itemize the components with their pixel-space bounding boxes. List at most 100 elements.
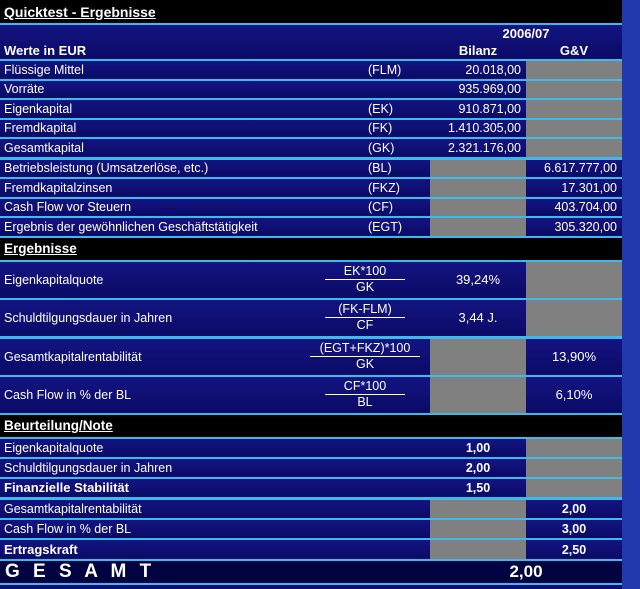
bilanz-empty-gray-cell bbox=[430, 520, 526, 539]
ratio-formula: CF*100 BL bbox=[300, 377, 430, 413]
formula-denominator: CF bbox=[356, 318, 374, 332]
row-abbreviation: (EGT) bbox=[368, 219, 403, 234]
gv-empty-gray-cell bbox=[526, 458, 622, 477]
bilanz-empty-gray-cell bbox=[430, 159, 526, 177]
note-label: Gesamtkapitalrentabilität bbox=[4, 502, 142, 517]
report-title-bar: Quicktest - Ergebnisse bbox=[0, 0, 622, 25]
gesamt-row: G E S A M T 2,00 bbox=[0, 560, 622, 585]
section-bar-ergebnisse: Ergebnisse bbox=[0, 237, 622, 262]
bilanz-empty-gray-cell bbox=[430, 500, 526, 519]
row-label: Fremdkapital bbox=[4, 121, 77, 136]
note-row: Gesamtkapitalrentabilität 2,00 bbox=[0, 500, 622, 521]
formula-numerator: CF*100 bbox=[325, 379, 405, 395]
formula-denominator: BL bbox=[357, 395, 373, 409]
row-label: Betriebsleistung (Umsatzerlöse, etc.) bbox=[4, 161, 209, 176]
ratio-formula: (EGT+FKZ)*100 GK bbox=[300, 339, 430, 375]
gv-empty-gray-cell bbox=[526, 139, 622, 157]
formula-denominator: GK bbox=[355, 357, 375, 371]
gv-empty-gray-cell bbox=[526, 299, 622, 336]
column-header-gv: G&V bbox=[559, 43, 589, 58]
bilanz-value-cell: 935.969,00 bbox=[458, 82, 521, 97]
gv-empty-gray-cell bbox=[526, 261, 622, 298]
row-abbreviation: (FKZ) bbox=[368, 180, 400, 195]
note-label: Finanzielle Stabilität bbox=[4, 480, 129, 496]
column-header-bilanz: Bilanz bbox=[458, 43, 498, 58]
row-label: Gesamtkapital bbox=[4, 140, 84, 155]
bilanz-empty-gray-cell bbox=[430, 179, 526, 197]
ratio-row: Schuldtilgungsdauer in Jahren (FK-FLM) CF 3… bbox=[0, 299, 622, 339]
formula-numerator: (FK-FLM) bbox=[325, 302, 405, 318]
formula-numerator: EK*100 bbox=[325, 264, 405, 280]
gv-value-cell: 3,00 bbox=[561, 522, 587, 537]
table-row: Fremdkapital (FK) 1.410.305,00 bbox=[0, 119, 622, 139]
formula-numerator: (EGT+FKZ)*100 bbox=[309, 341, 421, 357]
bilanz-empty-gray-cell bbox=[430, 376, 526, 413]
gv-empty-gray-cell bbox=[526, 80, 622, 98]
note-row: Cash Flow in % der BL 3,00 bbox=[0, 520, 622, 541]
row-label: Eigenkapital bbox=[4, 101, 73, 116]
row-abbreviation: (FK) bbox=[368, 121, 393, 136]
bilanz-value-cell: 39,24% bbox=[455, 272, 501, 287]
gv-empty-gray-cell bbox=[526, 438, 622, 457]
row-label: Ergebnis der gewöhnlichen Geschäftstätig… bbox=[4, 219, 258, 234]
gesamt-label: G E S A M T bbox=[5, 560, 156, 582]
ratio-label: Gesamtkapitalrentabilität bbox=[4, 349, 142, 364]
ratio-formula: EK*100 GK bbox=[300, 262, 430, 298]
note-row: Schuldtilgungsdauer in Jahren 2,00 bbox=[0, 458, 622, 479]
ratio-formula: (FK-FLM) CF bbox=[300, 300, 430, 336]
ratio-label: Schuldtilgungsdauer in Jahren bbox=[4, 310, 173, 325]
bilanz-value-cell: 1,00 bbox=[465, 440, 491, 455]
note-label: Schuldtilgungsdauer in Jahren bbox=[4, 460, 173, 475]
gv-empty-gray-cell bbox=[526, 61, 622, 79]
bilanz-empty-gray-cell bbox=[430, 540, 526, 559]
right-side-band bbox=[622, 0, 640, 589]
values-table: Flüssige Mittel (FLM) 20.018,00 Vorräte 935.… bbox=[0, 61, 622, 238]
section-heading-beurteilung: Beurteilung/Note bbox=[4, 418, 113, 433]
bilanz-value-cell: 1,50 bbox=[465, 480, 491, 495]
table-row: Ergebnis der gewöhnlichen Geschäftstätig… bbox=[0, 218, 622, 238]
table-row: Gesamtkapital (GK) 2.321.176,00 bbox=[0, 139, 622, 160]
note-row: Ertragskraft 2,50 bbox=[0, 540, 622, 561]
note-label: Ertragskraft bbox=[4, 542, 78, 558]
ratio-label: Cash Flow in % der BL bbox=[4, 387, 132, 402]
gv-value-cell: 2,50 bbox=[561, 542, 587, 557]
ergebnisse-table: Eigenkapitalquote EK*100 GK 39,24% Schuldtil… bbox=[0, 261, 622, 415]
bilanz-empty-gray-cell bbox=[430, 218, 526, 236]
row-label: Fremdkapitalzinsen bbox=[4, 180, 113, 195]
ratio-row: Cash Flow in % der BL CF*100 BL 6,10% bbox=[0, 376, 622, 415]
values-unit-label: Werte in EUR bbox=[4, 43, 87, 58]
section-bar-beurteilung: Beurteilung/Note bbox=[0, 414, 622, 439]
gesamt-value: 2,00 bbox=[509, 561, 543, 581]
bilanz-value-cell: 2,00 bbox=[465, 460, 491, 475]
bilanz-value-cell: 910.871,00 bbox=[458, 101, 521, 116]
note-row: Eigenkapitalquote 1,00 bbox=[0, 438, 622, 459]
beurteilung-table: Eigenkapitalquote 1,00 Schuldtilgungsdauer… bbox=[0, 438, 622, 561]
gv-value-cell: 6,10% bbox=[555, 387, 593, 402]
row-abbreviation: (CF) bbox=[368, 200, 393, 215]
note-label: Cash Flow in % der BL bbox=[4, 522, 132, 537]
gv-value-cell: 6.617.777,00 bbox=[544, 161, 617, 176]
header-year-row: 2006/07 bbox=[0, 25, 622, 42]
header-columns-row: Werte in EUR Bilanz G&V bbox=[0, 42, 622, 59]
gv-empty-gray-cell bbox=[526, 478, 622, 498]
report-title: Quicktest - Ergebnisse bbox=[4, 3, 156, 20]
gv-value-cell: 305.320,00 bbox=[554, 219, 617, 234]
bilanz-value-cell: 20.018,00 bbox=[465, 62, 521, 77]
gv-empty-gray-cell bbox=[526, 119, 622, 137]
bilanz-value-cell: 3,44 J. bbox=[458, 310, 498, 325]
bottom-margin bbox=[0, 584, 622, 589]
gv-value-cell: 403.704,00 bbox=[554, 200, 617, 215]
table-row: Cash Flow vor Steuern (CF) 403.704,00 bbox=[0, 198, 622, 218]
column-group-year: 2006/07 bbox=[502, 26, 550, 41]
row-abbreviation: (BL) bbox=[368, 161, 392, 176]
table-row: Eigenkapital (EK) 910.871,00 bbox=[0, 100, 622, 120]
row-abbreviation: (EK) bbox=[368, 101, 393, 116]
gv-value-cell: 2,00 bbox=[561, 502, 587, 517]
ratio-label: Eigenkapitalquote bbox=[4, 272, 104, 287]
table-row: Fremdkapitalzinsen (FKZ) 17.301,00 bbox=[0, 179, 622, 199]
row-abbreviation bbox=[368, 81, 430, 99]
gv-value-cell: 13,90% bbox=[551, 349, 597, 364]
bilanz-value-cell: 1.410.305,00 bbox=[448, 121, 521, 136]
table-header: 2006/07 Werte in EUR Bilanz G&V bbox=[0, 25, 622, 61]
